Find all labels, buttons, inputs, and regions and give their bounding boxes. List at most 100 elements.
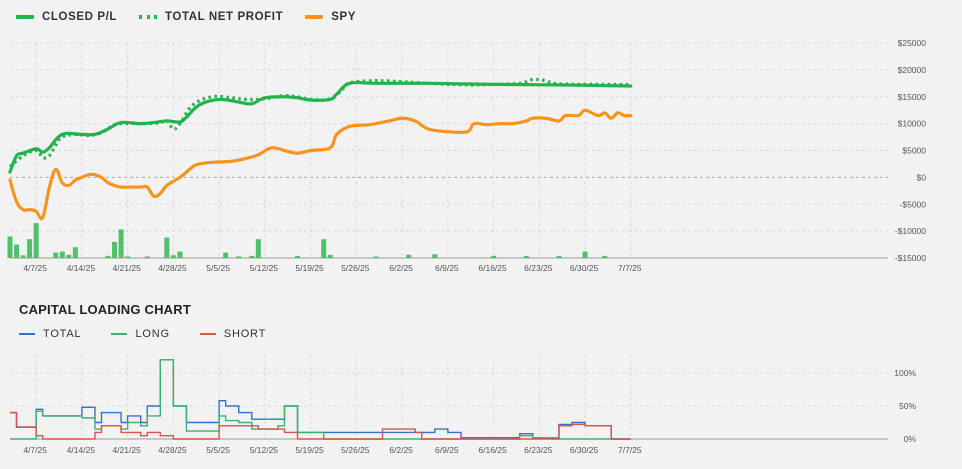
daily-pl-bar: [33, 223, 39, 258]
daily-pl-bar: [118, 229, 124, 258]
daily-pl-bar: [373, 256, 379, 258]
series-line-spy: [8, 108, 633, 221]
x-tick-label: 6/2/25: [389, 263, 413, 273]
legend-item-short[interactable]: SHORT: [199, 328, 267, 340]
capital-loading-chart: 100% 50% 0% 4/7/25 4/14/25 4/21/25 4/28/25 5/5/…: [10, 355, 916, 455]
daily-pl-bar: [112, 241, 118, 258]
y-tick-label: -$5000: [900, 199, 927, 209]
series-step-long: [10, 359, 631, 440]
closed-pl-swatch: [16, 15, 34, 19]
x-tick-label: 5/5/25: [206, 263, 230, 273]
y-tick-label: 0%: [904, 434, 917, 444]
daily-pl-bar: [53, 252, 59, 258]
x-tick-label: 4/14/25: [67, 263, 96, 273]
legend-label: LONG: [135, 328, 170, 340]
x-tick-label: 6/9/25: [435, 445, 459, 455]
x-tick-label: 5/12/25: [250, 263, 279, 273]
legend-label: SHORT: [223, 328, 267, 340]
x-tick-label: 6/23/25: [524, 445, 553, 455]
x-tick-label: 5/19/25: [295, 445, 324, 455]
x-tick-label: 4/7/25: [23, 263, 47, 273]
daily-pl-bar: [295, 255, 301, 258]
daily-pl-bar: [432, 254, 438, 258]
x-tick-label: 5/5/25: [206, 445, 230, 455]
x-tick-label: 4/14/25: [67, 445, 96, 455]
daily-pl-bar: [491, 255, 497, 258]
total-net-profit-swatch: [139, 15, 158, 19]
series-line-total-net-profit: [8, 77, 631, 168]
x-tick-label: 6/16/25: [478, 263, 507, 273]
x-tick-label: 4/7/25: [23, 445, 47, 455]
daily-pl-bar: [556, 255, 562, 258]
daily-pl-bar: [327, 254, 333, 258]
y-tick-label: $10000: [898, 119, 927, 129]
long-swatch: [111, 333, 128, 335]
daily-pl-bar: [14, 244, 20, 258]
series-step-short: [10, 411, 631, 440]
daily-pl-bar: [27, 239, 33, 258]
short-swatch: [199, 333, 216, 335]
daily-pl-bar: [236, 256, 242, 258]
series-line-closed-pl: [8, 80, 633, 174]
x-tick-label: 5/26/25: [341, 445, 370, 455]
x-tick-label: 5/19/25: [295, 263, 324, 273]
legend-label: TOTAL NET PROFIT: [165, 11, 284, 23]
daily-pl-bar: [523, 255, 529, 258]
daily-pl-bar: [72, 247, 78, 258]
capital-chart-legend: TOTAL LONG SHORT: [19, 328, 296, 340]
daily-pl-bar: [321, 239, 327, 258]
daily-pl-bar: [602, 255, 608, 258]
x-tick-label: 4/28/25: [158, 445, 187, 455]
y-tick-label: $25000: [898, 38, 927, 48]
y-tick-label: $15000: [898, 92, 927, 102]
x-tick-label: 7/7/25: [618, 263, 642, 273]
daily-pl-bar: [59, 251, 65, 258]
spy-swatch: [305, 15, 324, 19]
y-tick-label: -$15000: [895, 253, 926, 263]
daily-pl-bar: [66, 254, 72, 258]
y-tick-label: -$10000: [895, 226, 926, 236]
main-chart: $25000 $20000 $15000 $10000 $5000 $0 -$5000 -$1…: [7, 38, 927, 273]
daily-pl-bar: [125, 256, 131, 258]
y-tick-label: $5000: [902, 146, 926, 156]
daily-pl-bar: [223, 252, 229, 258]
legend-item-closed-pl[interactable]: CLOSED P/L: [16, 11, 117, 23]
x-tick-label: 6/30/25: [570, 263, 599, 273]
x-tick-label: 7/7/25: [618, 445, 642, 455]
daily-pl-bar: [144, 256, 150, 258]
x-tick-label: 4/21/25: [112, 263, 141, 273]
x-tick-label: 6/9/25: [435, 263, 459, 273]
x-tick-label: 5/26/25: [341, 263, 370, 273]
x-tick-label: 5/12/25: [250, 445, 279, 455]
x-tick-label: 6/2/25: [389, 445, 413, 455]
legend-item-total-net-profit[interactable]: TOTAL NET PROFIT: [139, 11, 283, 23]
total-swatch: [19, 333, 35, 335]
legend-item-total[interactable]: TOTAL: [19, 328, 81, 340]
series-step-total: [10, 359, 631, 440]
daily-pl-bar: [105, 255, 111, 258]
main-chart-legend: CLOSED P/L TOTAL NET PROFIT SPY: [16, 11, 378, 23]
daily-pl-bar: [20, 255, 26, 258]
capital-loading-title: CAPITAL LOADING CHART: [19, 302, 191, 317]
x-tick-label: 4/28/25: [158, 263, 187, 273]
daily-pl-bar: [7, 236, 13, 258]
daily-pl-bar: [164, 237, 170, 258]
legend-label: TOTAL: [43, 328, 82, 340]
legend-label: SPY: [331, 11, 357, 23]
x-tick-label: 4/21/25: [112, 445, 141, 455]
x-tick-label: 6/30/25: [570, 445, 599, 455]
y-tick-label: $0: [917, 172, 927, 182]
daily-pl-bar: [249, 255, 255, 258]
daily-pl-bar: [177, 251, 183, 258]
legend-item-spy[interactable]: SPY: [305, 11, 356, 23]
legend-item-long[interactable]: LONG: [111, 328, 169, 340]
y-tick-label: 100%: [894, 368, 916, 378]
x-tick-label: 6/23/25: [524, 263, 553, 273]
y-tick-label: 50%: [899, 401, 916, 411]
daily-pl-bar: [406, 254, 412, 258]
y-tick-label: $20000: [898, 65, 927, 75]
daily-pl-bar: [582, 251, 588, 258]
legend-label: CLOSED P/L: [42, 11, 118, 23]
daily-pl-bar: [255, 239, 261, 258]
